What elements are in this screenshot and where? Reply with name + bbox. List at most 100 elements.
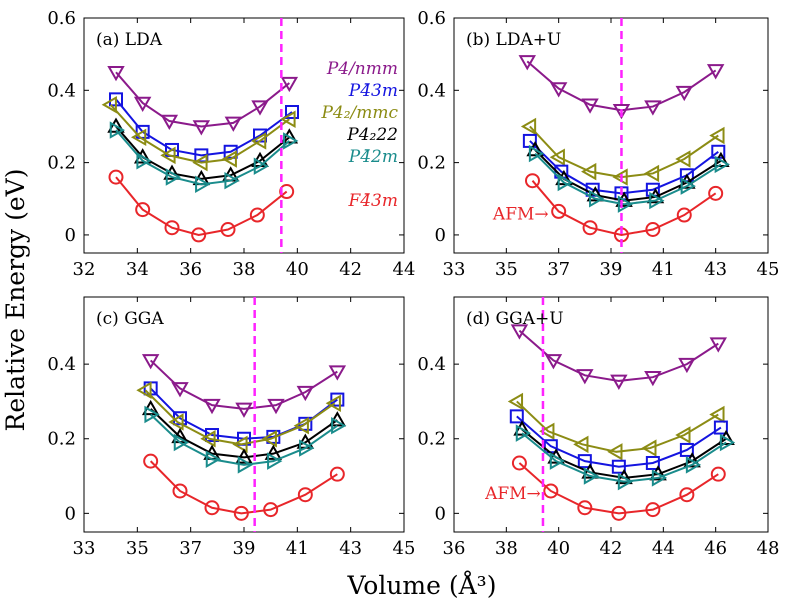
x-tick-label: 46 <box>704 538 727 559</box>
data-point-f-43m <box>329 466 345 482</box>
x-tick-label: 35 <box>126 538 149 559</box>
data-point-p4-nmm <box>644 370 662 387</box>
y-tick-label: 0.4 <box>417 354 446 375</box>
data-point-f-43m <box>645 502 661 518</box>
data-point-p4-nmm <box>235 402 253 418</box>
data-point-p-42m <box>649 191 665 210</box>
data-point-f-43m <box>220 222 236 237</box>
legend-label-p-42m: P4̄2m <box>348 147 398 167</box>
data-point-p4-2-mmc <box>520 117 537 136</box>
data-point-f-43m <box>263 502 279 518</box>
data-point-p4-nmm <box>280 76 299 93</box>
x-tick-label: 36 <box>443 538 466 559</box>
data-point-p-42m <box>685 456 702 474</box>
x-tick-label: 39 <box>600 259 623 280</box>
legend-label-f-43m: F4̄3m <box>347 191 398 211</box>
data-point-f-43m <box>204 500 220 516</box>
data-point-p-42m <box>617 472 634 491</box>
data-point-p4-2-mmc <box>200 430 216 448</box>
series-line-p-42m <box>534 152 722 206</box>
data-point-p-42m <box>528 144 545 163</box>
x-tick-label: 33 <box>443 259 466 280</box>
data-point-p-43m <box>330 392 345 407</box>
series-group <box>101 65 299 243</box>
x-tick-label: 48 <box>757 538 780 559</box>
data-point-f-43m <box>143 453 159 469</box>
x-tick-label: 32 <box>73 259 96 280</box>
data-point-p4-222 <box>581 463 599 479</box>
data-point-p4-222 <box>526 140 544 157</box>
data-point-p4-222 <box>712 151 730 168</box>
data-point-f-43m <box>611 505 627 521</box>
data-point-p-42m <box>589 190 605 208</box>
legend-label-p-43m: P4̄3m <box>348 81 398 101</box>
data-point-p4-222 <box>683 452 701 468</box>
data-point-p4-nmm <box>192 120 211 136</box>
data-point-p4-nmm <box>107 65 125 82</box>
y-tick-label: 0.2 <box>417 429 446 450</box>
panel-label: (d) GGA+U <box>466 309 564 329</box>
data-point-p4-nmm <box>133 96 152 112</box>
afm-annotation: AFM→ <box>492 204 549 224</box>
series-line-p-42m <box>115 129 290 186</box>
series-line-p4-nmm <box>115 71 290 128</box>
data-point-p4-222 <box>264 444 283 460</box>
data-point-p4-2-mmc <box>280 110 296 128</box>
data-point-f-43m <box>577 500 593 516</box>
data-point-p-42m <box>714 155 730 174</box>
data-point-p-42m <box>144 405 160 424</box>
series-group <box>518 55 730 243</box>
data-point-f-43m <box>551 203 567 219</box>
x-tick-label: 43 <box>339 538 362 559</box>
afm-annotation: AFM→ <box>484 484 541 504</box>
series-line-f-43m <box>531 180 717 236</box>
data-point-p-42m <box>195 175 211 194</box>
data-point-p4-nmm <box>709 337 728 353</box>
data-point-p4-222 <box>547 448 565 464</box>
data-point-p-42m <box>549 452 566 470</box>
x-tick-label: 42 <box>339 259 362 280</box>
series-line-p4-nmm <box>518 329 719 382</box>
data-point-p-42m <box>267 452 283 470</box>
data-point-p4-222 <box>235 448 253 464</box>
data-point-p-42m <box>680 177 696 195</box>
data-point-p4-2-mmc <box>192 153 208 172</box>
data-point-p-42m <box>719 433 736 452</box>
legend-label-p4-2-mmc: P4₂/mmc <box>320 103 398 123</box>
data-point-p4-nmm <box>678 357 696 374</box>
series-line-p4-nmm <box>149 359 338 410</box>
data-point-p4-nmm <box>706 64 725 80</box>
x-tick-label: 39 <box>233 538 256 559</box>
data-point-p4-nmm <box>267 398 285 415</box>
data-point-p4-nmm <box>581 98 599 114</box>
y-tick-label: 0 <box>435 225 446 246</box>
panel-label: (b) LDA+U <box>466 30 561 50</box>
data-point-f-43m <box>164 220 180 236</box>
x-tick-label: 42 <box>600 538 623 559</box>
x-tick-label: 40 <box>547 538 570 559</box>
data-point-p4-nmm <box>612 103 631 120</box>
panel-gga-u: 36 38 40 42 44 46 48 0 0.2 0.4 (d) GGA+U AFM→ <box>417 296 780 559</box>
x-axis-title: Volume (Å³) <box>347 570 497 600</box>
data-point-p4-nmm <box>518 55 536 71</box>
series-line-p4-2-mmc <box>109 104 290 164</box>
data-point-p4-222 <box>615 468 633 485</box>
data-point-p4-2-mmc <box>101 96 117 114</box>
data-point-p4-2-mmc <box>130 128 147 147</box>
data-point-p4-222 <box>513 420 531 436</box>
series-line-f-43m <box>115 176 288 236</box>
series-line-p-42m <box>521 432 727 483</box>
data-point-f-43m <box>582 220 598 236</box>
data-point-p4-222 <box>107 117 125 133</box>
legend-label-p4-nmm: P4/nmm <box>326 59 398 79</box>
data-point-p4-222 <box>280 128 299 144</box>
data-point-p4-2-mmc <box>675 150 691 168</box>
y-tick-label: 0 <box>435 503 446 524</box>
panel-label: (c) GGA <box>96 309 164 329</box>
data-point-p4-2-mmc <box>136 381 152 399</box>
x-tick-label: 41 <box>652 259 675 280</box>
data-point-p-42m <box>557 173 573 192</box>
data-point-p-42m <box>583 467 600 485</box>
data-point-f-43m <box>708 185 724 201</box>
data-point-p4-nmm <box>644 100 662 116</box>
